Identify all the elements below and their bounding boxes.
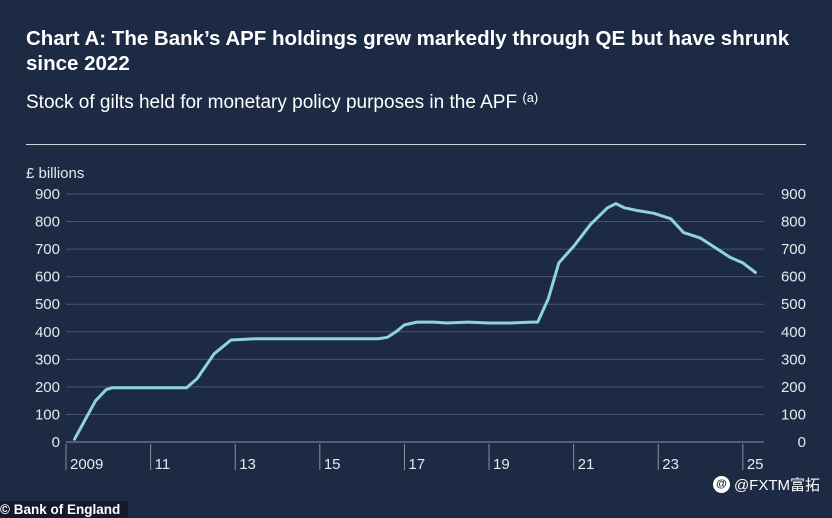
chart-title: Chart A: The Bank’s APF holdings grew ma… (26, 27, 790, 75)
x-tick-label: 25 (747, 456, 764, 473)
y-tick-right-label: 700 (781, 241, 806, 258)
source-credit: © Bank of England (0, 501, 129, 518)
chart-subtitle: Stock of gilts held for monetary policy … (26, 90, 538, 117)
footnote-marker: (a) (522, 90, 539, 105)
subtitle-text: Stock of gilts held for monetary policy … (26, 92, 518, 113)
y-tick-left-label: 400 (35, 324, 60, 341)
y-tick-left-label: 200 (35, 379, 60, 396)
y-tick-right-label: 300 (781, 351, 806, 368)
title-divider (26, 144, 806, 145)
y-tick-left-label: 300 (35, 351, 60, 368)
y-tick-left-label: 600 (35, 269, 60, 286)
watermark-text: @FXTM富拓 (733, 477, 820, 494)
x-tick-label: 21 (578, 456, 595, 473)
x-tick-label: 23 (662, 456, 679, 473)
y-tick-right-label: 100 (781, 406, 806, 423)
x-tick-label: 19 (493, 456, 510, 473)
x-tick-label: 11 (155, 456, 171, 473)
gridlines (66, 193, 764, 443)
y-tick-left-label: 500 (35, 296, 60, 313)
y-tick-right-label: 600 (781, 269, 806, 286)
x-tick-label: 2009 (70, 456, 103, 473)
x-axis: 2009 11 13 15 17 19 21 23 25 (65, 444, 764, 473)
y-tick-right-label: 500 (781, 296, 806, 313)
series-line-gilt-holdings (73, 202, 757, 441)
y-tick-left-label: 700 (35, 241, 60, 258)
x-tick-label: 17 (408, 456, 425, 473)
y-tick-left-label: 100 (35, 406, 60, 423)
y-tick-left-label: 800 (35, 214, 60, 231)
y-tick-right-label: 900 (781, 186, 806, 203)
y-axis-left: 0 100 200 300 400 500 600 700 800 900 (35, 186, 60, 451)
weibo-icon: @ (712, 476, 730, 493)
x-tick-label: 15 (324, 456, 341, 473)
y-tick-right-label: 800 (781, 214, 806, 231)
y-axis-unit-label: £ billions (26, 165, 84, 182)
x-tick-label: 13 (239, 456, 256, 473)
y-tick-left-label: 900 (35, 186, 60, 203)
y-tick-right-label: 400 (781, 324, 806, 341)
y-tick-left-label: 0 (52, 434, 60, 451)
y-axis-right: 0 100 200 300 400 500 600 700 800 900 (781, 186, 806, 451)
y-tick-right-label: 0 (798, 434, 806, 451)
watermark: @ @FXTM富拓 (712, 474, 820, 495)
y-tick-right-label: 200 (781, 379, 806, 396)
